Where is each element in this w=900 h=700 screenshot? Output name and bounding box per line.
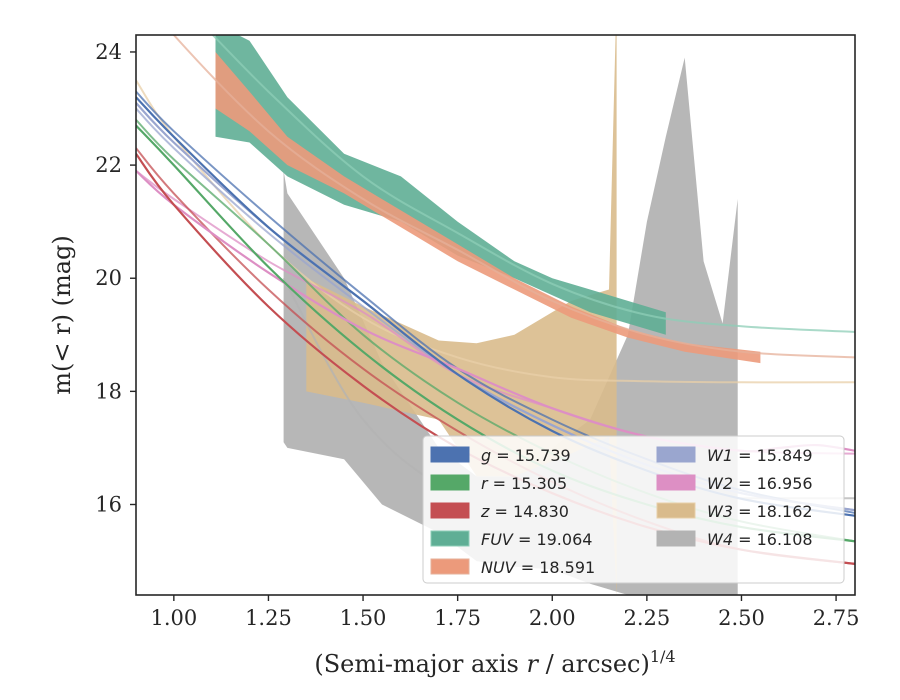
legend-label-w3: W3 = 18.162 (707, 502, 813, 521)
x-tick-label: 1.75 (434, 606, 481, 630)
legend-label-w4: W4 = 16.108 (707, 530, 813, 549)
legend-swatch-w4 (656, 530, 696, 547)
legend-swatch-z (430, 502, 470, 519)
y-axis-label: m(< r) (mag) (48, 235, 76, 394)
y-tick-label: 16 (95, 492, 122, 516)
axes-frame (135, 34, 856, 596)
legend-label-w2: W2 = 16.956 (707, 474, 813, 493)
band-fuv (215, 35, 666, 335)
x-tick-label: 2.00 (529, 606, 576, 630)
x-tick-label: 2.50 (718, 606, 765, 630)
model-curve-w3 (136, 79, 855, 384)
legend-swatch-g (430, 446, 470, 463)
x-tick-label: 1.00 (150, 606, 197, 630)
y-axis-ticks: 16 18 20 22 24 (95, 40, 136, 516)
x-tick-label: 2.25 (623, 606, 670, 630)
legend: g = 15.739 r = 15.305 z = 14.830 FUV = 19.0… (422, 435, 845, 584)
legend-frame (422, 435, 845, 584)
x-axis-label-unit: / arcsec) (546, 650, 650, 678)
y-tick-label: 22 (95, 153, 122, 177)
model-curve-nuv (172, 35, 855, 359)
legend-label-nuv: NUV = 18.591 (481, 558, 595, 577)
x-axis-label-variable: r (526, 650, 539, 678)
x-axis-label-exponent: 1/4 (650, 647, 676, 666)
legend-swatch-w2 (656, 474, 696, 491)
legend-swatch-w1 (656, 446, 696, 463)
legend-label-z: z = 14.830 (480, 502, 569, 521)
x-tick-label: 1.50 (340, 606, 387, 630)
x-tick-label: 1.25 (245, 606, 292, 630)
legend-label-g: g = 15.739 (481, 446, 571, 465)
legend-label-r: r = 15.305 (481, 474, 567, 493)
legend-swatch-r (430, 474, 470, 491)
model-curve-fuv (211, 35, 855, 333)
legend-swatch-nuv (430, 558, 470, 575)
y-tick-label: 18 (95, 379, 122, 403)
x-axis-label: (Semi-major axis r / arcsec)1/4 (314, 647, 675, 678)
x-axis-label-prefix: (Semi-major axis (314, 650, 518, 678)
legend-label-fuv: FUV = 19.064 (481, 530, 592, 549)
legend-swatch-fuv (430, 530, 470, 547)
x-axis-ticks: 1.00 1.25 1.50 1.75 2.00 2.25 2.50 2.75 (150, 595, 859, 630)
y-tick-label: 20 (95, 266, 122, 290)
x-tick-label: 2.75 (813, 606, 860, 630)
legend-label-w1: W1 = 15.849 (707, 446, 813, 465)
legend-swatch-w3 (656, 502, 696, 519)
y-tick-label: 24 (95, 40, 122, 64)
